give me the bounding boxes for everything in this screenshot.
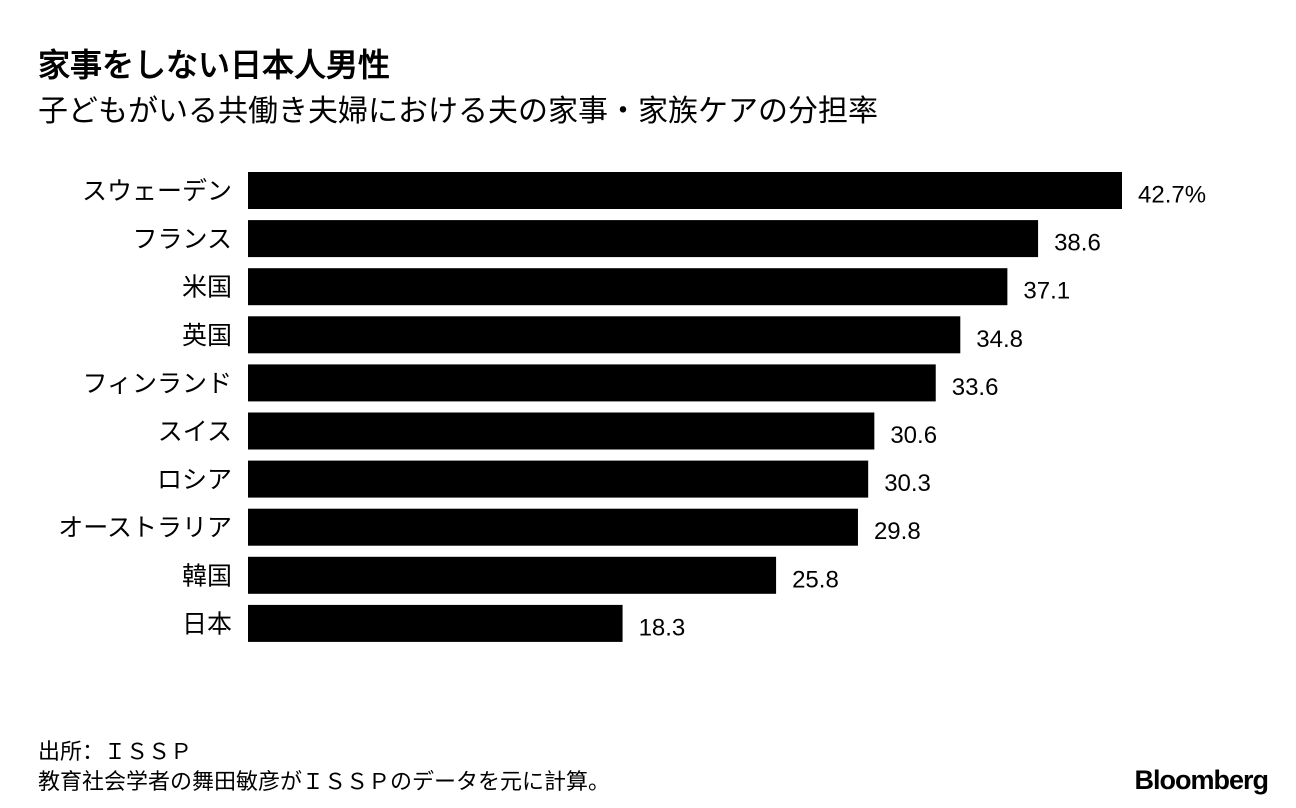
value-label: 30.6: [890, 422, 937, 449]
bar: [248, 220, 1039, 258]
category-label: フィンランド: [82, 369, 232, 398]
category-label: 英国: [182, 321, 232, 350]
value-label: 18.3: [639, 614, 686, 641]
bar: [248, 460, 869, 498]
value-label: 29.8: [874, 518, 921, 545]
value-label: 38.6: [1054, 230, 1101, 257]
category-label: ロシア: [157, 465, 232, 494]
value-label: 34.8: [976, 326, 1023, 353]
bloomberg-logo: Bloomberg: [1134, 765, 1269, 795]
category-label: 米国: [182, 273, 232, 302]
value-label: 37.1: [1023, 278, 1070, 305]
bar: [248, 556, 777, 594]
value-label: 33.6: [952, 374, 999, 401]
bar: [248, 316, 961, 354]
category-label: 韓国: [182, 561, 232, 590]
source-note: 教育社会学者の舞田敏彦がＩＳＳＰのデータを元に計算。: [38, 770, 611, 795]
bar: [248, 508, 858, 546]
source-text: 出所：ＩＳＳＰ: [38, 740, 193, 765]
category-label: スウェーデン: [82, 177, 232, 206]
category-label: 日本: [182, 609, 232, 638]
chart-title: 家事をしない日本人男性: [38, 46, 391, 84]
bar: [248, 268, 1008, 306]
value-label: 25.8: [792, 566, 839, 593]
category-label: スイス: [158, 417, 232, 446]
chart-subtitle: 子どもがいる共働き夫婦における夫の家事・家族ケアの分担率: [38, 94, 878, 129]
bar: [248, 412, 875, 450]
bar: [248, 172, 1122, 209]
category-label: フランス: [132, 225, 232, 254]
bar: [248, 364, 936, 402]
value-label: 42.7%: [1138, 182, 1206, 209]
category-label: オーストラリア: [58, 513, 232, 542]
value-label: 30.3: [884, 470, 931, 497]
bar: [248, 604, 623, 642]
